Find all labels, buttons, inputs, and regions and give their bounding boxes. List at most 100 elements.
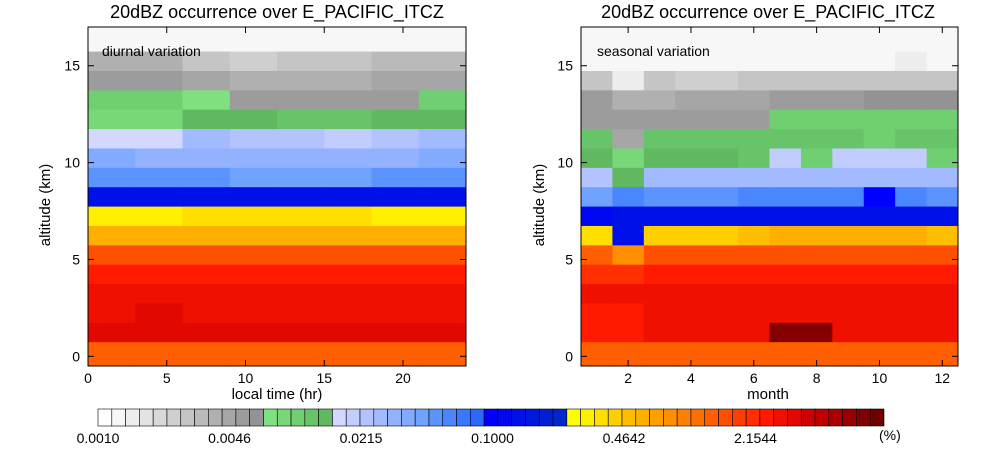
heatmap-cell	[738, 322, 770, 343]
heatmap-cell	[643, 206, 676, 226]
heatmap-cell	[612, 283, 645, 304]
heatmap-cell	[612, 206, 645, 226]
heatmap-cell	[88, 167, 136, 188]
heatmap-cell	[324, 244, 372, 265]
heatmap-cell	[135, 186, 183, 207]
heatmap-cell	[277, 264, 325, 285]
colorbar-swatch	[111, 408, 126, 427]
heatmap-cell	[371, 128, 420, 149]
heatmap-cell	[643, 70, 676, 91]
heatmap-cell	[418, 128, 467, 149]
heatmap-cell	[706, 51, 739, 71]
heatmap-cell	[135, 148, 183, 168]
heatmap-cell	[229, 283, 278, 304]
heatmap-cell	[769, 51, 802, 71]
colorbar-swatch	[497, 408, 512, 427]
heatmap-cell	[675, 148, 708, 168]
heatmap-cell	[738, 70, 770, 91]
heatmap-cell	[769, 128, 802, 149]
heatmap-cell	[581, 27, 613, 52]
heatmap-cell	[324, 225, 372, 246]
panel-seasonal-cells	[581, 27, 959, 367]
heatmap-cell	[675, 206, 708, 226]
heatmap-cell	[612, 148, 645, 168]
heatmap-cell	[863, 70, 896, 91]
colorbar-swatch	[732, 408, 747, 427]
heatmap-cell	[88, 89, 136, 110]
heatmap-cell	[643, 51, 676, 71]
heatmap-cell	[769, 70, 802, 91]
heatmap-cell	[371, 341, 420, 367]
heatmap-cell	[135, 244, 183, 265]
heatmap-cell	[863, 186, 896, 207]
heatmap-cell	[229, 244, 278, 265]
colorbar-swatch	[745, 408, 761, 427]
heatmap-cell	[895, 70, 927, 91]
heatmap-cell	[706, 148, 739, 168]
heatmap-cell	[581, 128, 613, 149]
heatmap-cell	[277, 244, 325, 265]
heatmap-cell	[418, 148, 467, 168]
heatmap-cell	[926, 89, 959, 110]
heatmap-cell	[863, 322, 896, 343]
colorbar-swatch	[635, 408, 650, 427]
heatmap-cell	[926, 186, 959, 207]
heatmap-cell	[643, 109, 676, 130]
colorbar-swatch	[649, 408, 664, 427]
colorbar-swatch	[97, 408, 113, 427]
x-tick-label: 20	[395, 370, 411, 386]
heatmap-cell	[863, 167, 896, 188]
heatmap-cell	[926, 244, 959, 265]
heatmap-cell	[324, 51, 372, 71]
heatmap-cell	[324, 27, 372, 52]
heatmap-cell	[800, 167, 833, 188]
colorbar-swatch	[428, 408, 444, 427]
heatmap-cell	[643, 322, 676, 343]
heatmap-cell	[738, 225, 770, 246]
heatmap-cell	[612, 51, 645, 71]
colorbar-swatch	[483, 408, 499, 427]
heatmap-cell	[324, 128, 372, 149]
heatmap-cell	[738, 264, 770, 285]
heatmap-cell	[832, 244, 865, 265]
heatmap-cell	[371, 225, 420, 246]
heatmap-cell	[229, 225, 278, 246]
heatmap-cell	[926, 322, 959, 343]
heatmap-cell	[800, 148, 833, 168]
heatmap-cell	[643, 244, 676, 265]
heatmap-cell	[135, 206, 183, 226]
heatmap-cell	[863, 303, 896, 323]
heatmap-cell	[769, 244, 802, 265]
heatmap-cell	[229, 51, 278, 71]
heatmap-cell	[675, 244, 708, 265]
heatmap-cell	[135, 283, 183, 304]
heatmap-cell	[371, 322, 420, 343]
heatmap-cell	[800, 244, 833, 265]
heatmap-cell	[643, 186, 676, 207]
heatmap-cell	[612, 109, 645, 130]
heatmap-cell	[418, 322, 467, 343]
heatmap-cell	[895, 27, 927, 52]
heatmap-cell	[895, 303, 927, 323]
heatmap-cell	[800, 109, 833, 130]
colorbar-swatch	[607, 408, 623, 427]
heatmap-cell	[581, 341, 613, 367]
heatmap-cell	[769, 206, 802, 226]
colorbar-swatch	[814, 408, 830, 427]
heatmap-cell	[706, 109, 739, 130]
heatmap-cell	[895, 89, 927, 110]
heatmap-cell	[863, 244, 896, 265]
heatmap-cell	[706, 283, 739, 304]
heatmap-cell	[135, 264, 183, 285]
heatmap-cell	[926, 70, 959, 91]
heatmap-cell	[277, 225, 325, 246]
panel-diurnal-ylabel: altitude (km)	[37, 164, 54, 247]
heatmap-cell	[418, 303, 467, 323]
heatmap-cell	[277, 322, 325, 343]
heatmap-cell	[371, 27, 420, 52]
panel-diurnal-xlabel: local time (hr)	[232, 386, 323, 403]
heatmap-cell	[612, 264, 645, 285]
colorbar-swatch	[414, 408, 430, 427]
heatmap-cell	[706, 322, 739, 343]
